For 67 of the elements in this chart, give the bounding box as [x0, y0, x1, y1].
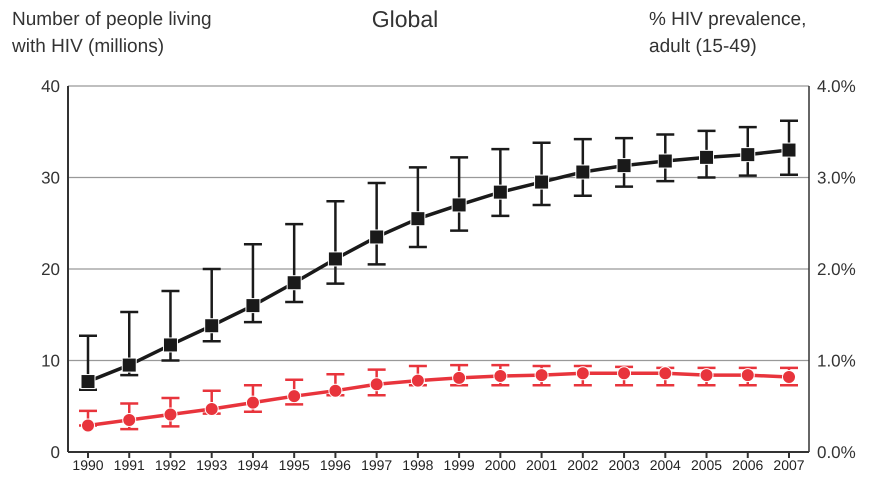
- y2-tick-label: 3.0%: [817, 168, 856, 188]
- y2-axis-title: % HIV prevalence, adult (15-49): [649, 8, 808, 59]
- x-tick-label: 2000: [484, 456, 516, 473]
- point: [410, 211, 426, 226]
- point: [328, 251, 343, 266]
- point: [246, 396, 260, 410]
- x-tick-label: 2002: [567, 456, 599, 473]
- point: [162, 337, 178, 352]
- x-tick-label: 1997: [361, 456, 392, 473]
- x-tick-label: 2004: [650, 456, 682, 473]
- x-tick-label: 1994: [237, 456, 269, 473]
- point: [328, 384, 342, 398]
- point: [617, 366, 632, 380]
- point: [782, 142, 796, 158]
- point: [286, 275, 302, 290]
- x-tick-label: 1991: [114, 456, 146, 473]
- point: [616, 158, 632, 174]
- point: [452, 370, 466, 385]
- x-tick-label: 2003: [608, 456, 640, 473]
- x-tick-label: 1996: [320, 456, 352, 473]
- y-tick-label: 0: [50, 443, 60, 462]
- point: [204, 402, 219, 416]
- y-tick-label: 40: [41, 77, 60, 96]
- x-tick-label: 1992: [154, 456, 186, 473]
- point: [534, 368, 549, 382]
- point: [204, 318, 220, 334]
- point: [492, 184, 508, 200]
- point: [700, 368, 714, 382]
- y2-tick-label: 1.0%: [817, 352, 856, 371]
- x-tick-label: 1990: [72, 456, 104, 473]
- y2-tick-label: 0.0%: [817, 443, 856, 462]
- point: [80, 374, 96, 390]
- point: [576, 366, 590, 380]
- y2-tick-label: 2.0%: [817, 260, 856, 280]
- point: [493, 369, 508, 384]
- y-tick-label: 20: [41, 260, 60, 280]
- point: [699, 150, 714, 165]
- point: [245, 298, 260, 314]
- point: [163, 407, 178, 422]
- point: [287, 389, 302, 404]
- x-tick-label: 2007: [773, 456, 805, 473]
- point: [369, 229, 384, 244]
- chart-title: Global: [370, 6, 440, 33]
- point: [658, 366, 672, 380]
- point: [575, 164, 590, 180]
- point: [740, 147, 756, 162]
- x-tick-label: 1998: [402, 456, 434, 473]
- point: [658, 154, 673, 169]
- y2-tick-label: 4.0%: [817, 77, 856, 96]
- y-tick-label: 30: [41, 168, 60, 188]
- point: [122, 412, 136, 427]
- point: [452, 197, 467, 212]
- y-axis-title: Number of people living with HIV (millions): [12, 8, 213, 59]
- x-tick-label: 1999: [444, 456, 475, 473]
- x-tick-label: 2006: [732, 456, 764, 473]
- point: [122, 358, 137, 373]
- point: [370, 377, 384, 392]
- point: [534, 174, 550, 190]
- point: [81, 418, 95, 432]
- x-tick-label: 2001: [526, 456, 558, 473]
- x-tick-label: 2005: [690, 456, 722, 473]
- point: [740, 368, 755, 382]
- point: [410, 374, 425, 388]
- x-tick-label: 1995: [278, 456, 310, 473]
- y-tick-label: 10: [41, 352, 60, 371]
- point: [782, 370, 796, 384]
- x-tick-label: 1993: [196, 456, 228, 473]
